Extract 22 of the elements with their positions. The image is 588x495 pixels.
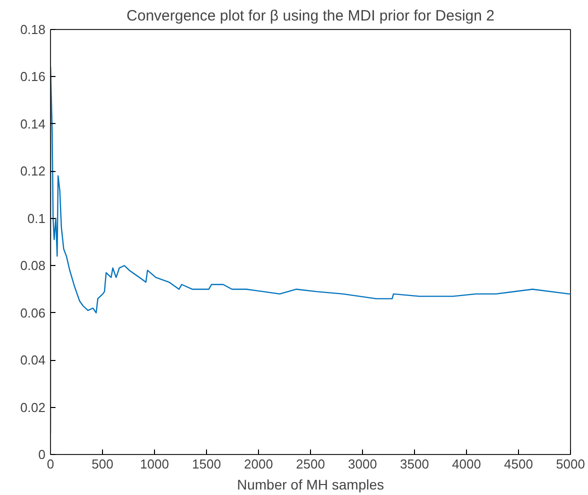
y-tick-label: 0.1 bbox=[27, 210, 46, 226]
x-tick-label: 2500 bbox=[296, 456, 325, 472]
y-tick-label: 0.06 bbox=[20, 305, 46, 320]
y-tick-label: 0.02 bbox=[20, 400, 46, 415]
x-tick-label: 500 bbox=[92, 456, 114, 472]
x-tick-label: 3500 bbox=[400, 456, 429, 472]
x-tick-label: 1500 bbox=[192, 456, 221, 472]
x-tick-label: 4000 bbox=[452, 456, 481, 472]
x-tick-label: 2000 bbox=[244, 456, 273, 472]
y-tick-label: 0.12 bbox=[20, 164, 46, 179]
y-tick-label: 0.16 bbox=[20, 69, 46, 84]
x-tick-label: 4500 bbox=[504, 456, 533, 472]
y-tick-label: 0 bbox=[38, 447, 46, 462]
x-tick-label: 1000 bbox=[140, 456, 169, 472]
x-tick-label: 5000 bbox=[556, 456, 585, 472]
x-axis-title: Number of MH samples bbox=[236, 476, 384, 492]
y-tick-label: 0.04 bbox=[20, 352, 46, 368]
y-tick-label: 0.18 bbox=[20, 22, 46, 37]
y-tick-label: 0.14 bbox=[20, 116, 46, 132]
x-tick-label: 3000 bbox=[348, 456, 377, 472]
chart-title: Convergence plot for β using the MDI prior for Design 2 bbox=[126, 8, 494, 24]
y-tick-label: 0.08 bbox=[20, 258, 46, 274]
